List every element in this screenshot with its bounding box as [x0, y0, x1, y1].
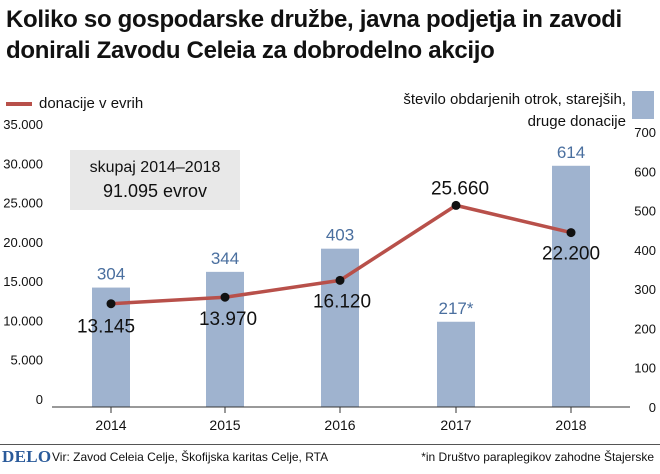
footer: DELO Vir: Zavod Celeia Celje, Škofijska … [0, 444, 660, 474]
line-value-label: 25.660 [431, 178, 489, 199]
left-tick-label: 25.000 [3, 196, 43, 211]
legend-line-entry: donacije v evrih [6, 95, 143, 112]
right-tick-label: 0 [649, 400, 656, 415]
legend-bars-label-2: druge donacije [527, 113, 626, 130]
chart-plot: skupaj 2014–2018 91.095 evrov 304 344 403 2… [3, 117, 656, 433]
legend-bars-text: število obdarjenih otrok, starejših, dru… [403, 89, 626, 133]
bar-2017 [437, 321, 475, 407]
line-point-2014 [106, 299, 116, 309]
source-text: Vir: Zavod Celeia Celje, Škofijska karit… [52, 450, 329, 464]
left-tick-label: 5.000 [10, 353, 43, 368]
legend-bars-swatch [632, 91, 654, 119]
left-tick-label: 30.000 [3, 156, 43, 171]
line-point-2017 [451, 200, 461, 210]
bar-value-label: 403 [326, 226, 354, 245]
bar-value-label: 217* [439, 299, 474, 318]
right-tick-label: 700 [634, 125, 656, 140]
footnote-text: *in Društvo paraplegikov zahodne Štajers… [421, 450, 654, 464]
line-value-label: 16.120 [313, 291, 371, 312]
line-point-2016 [335, 275, 345, 285]
line-value-label: 13.145 [77, 317, 135, 338]
x-tick-label: 2015 [209, 417, 240, 433]
bar-value-label: 304 [97, 265, 125, 284]
bar-value-label: 614 [557, 143, 585, 162]
right-tick-label: 400 [634, 243, 656, 258]
summary-value: 91.095 evrov [103, 181, 207, 201]
legend-bars-entry: število obdarjenih otrok, starejših, dru… [403, 89, 654, 133]
left-tick-label: 0 [36, 392, 43, 407]
legend-line-swatch [6, 101, 32, 106]
left-tick-label: 10.000 [3, 313, 43, 328]
left-tick-label: 20.000 [3, 235, 43, 250]
delo-logo: DELO [2, 447, 52, 466]
line-point-2018 [566, 228, 576, 238]
bar-2016 [321, 248, 359, 407]
x-tick-label: 2014 [95, 417, 126, 433]
summary-box [70, 150, 240, 210]
x-tick-label: 2018 [555, 417, 586, 433]
x-tick-label: 2017 [440, 417, 471, 433]
legend-line-label: donacije v evrih [39, 95, 144, 112]
right-tick-label: 300 [634, 282, 656, 297]
right-tick-label: 100 [634, 361, 656, 376]
legend-bars-label-1: število obdarjenih otrok, starejših, [403, 91, 626, 108]
right-tick-label: 500 [634, 204, 656, 219]
right-tick-label: 600 [634, 164, 656, 179]
x-tick-label: 2016 [324, 417, 355, 433]
left-tick-label: 15.000 [3, 274, 43, 289]
summary-label: skupaj 2014–2018 [90, 159, 221, 176]
line-value-label: 13.970 [199, 309, 257, 330]
line-value-label: 22.200 [542, 244, 600, 265]
bar-2015 [206, 271, 244, 407]
chart-title: Koliko so gospodarske družbe, javna podj… [6, 6, 622, 64]
bar-2018 [552, 165, 590, 407]
line-point-2015 [220, 292, 230, 302]
right-tick-label: 200 [634, 321, 656, 336]
bar-value-label: 344 [211, 249, 239, 268]
left-tick-label: 35.000 [3, 117, 43, 132]
